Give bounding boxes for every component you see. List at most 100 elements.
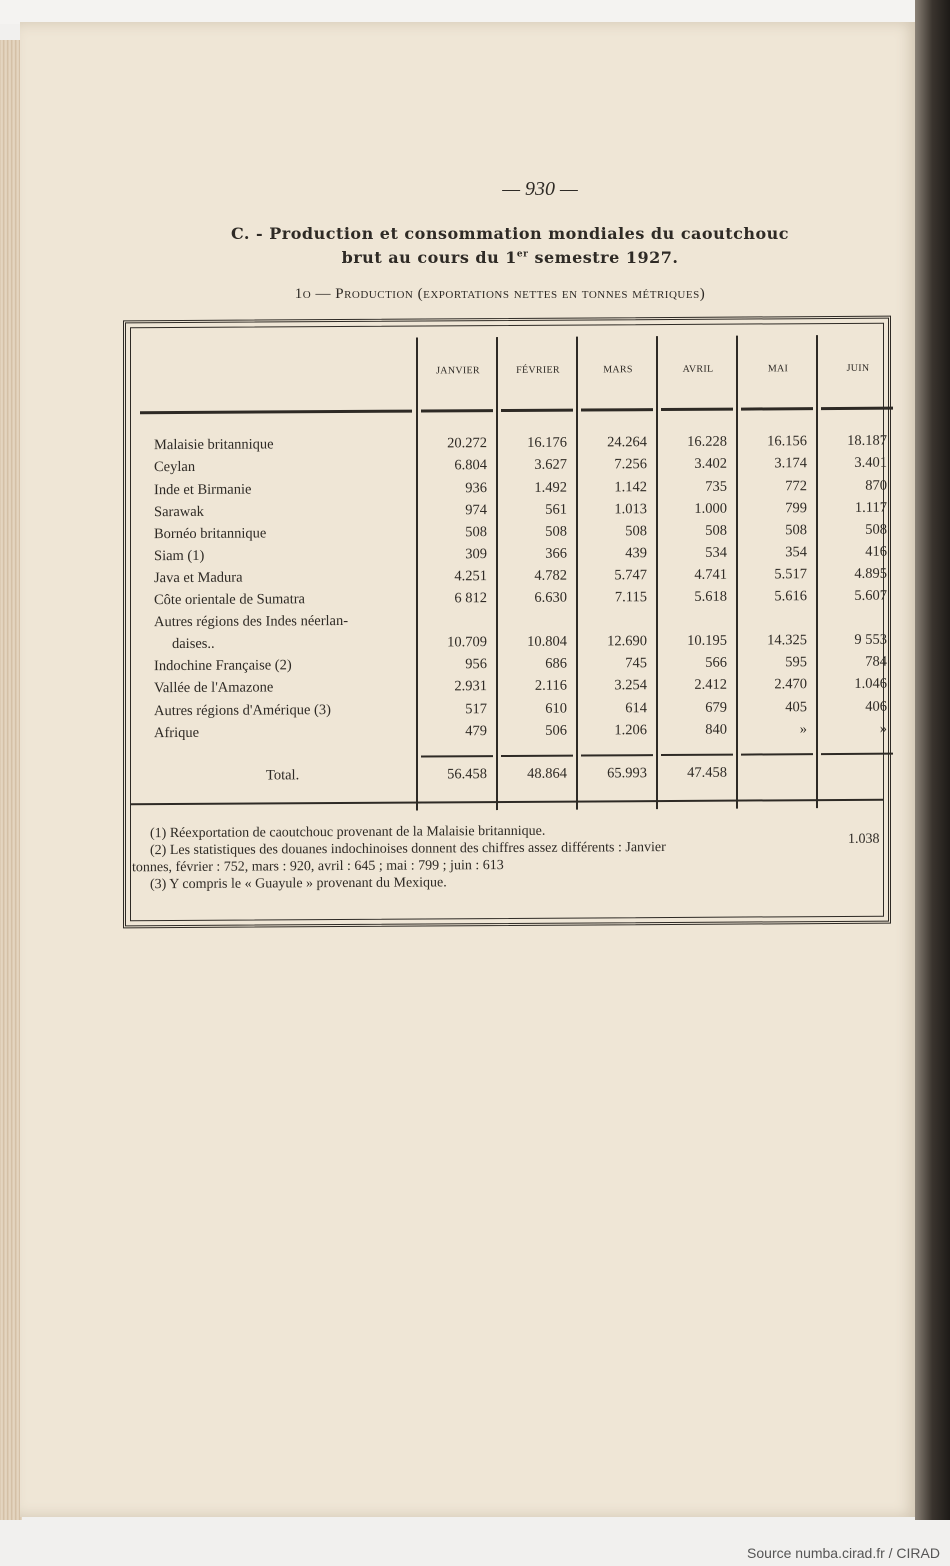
footnote-2: (2) Les statistiques des douanes indochi…: [150, 840, 666, 859]
header-rule: [821, 406, 893, 411]
cell-avril: 566: [705, 654, 727, 671]
cell-mai: 595: [785, 654, 807, 671]
cell-juin: 406: [865, 698, 887, 715]
cell-juin: 508: [865, 521, 887, 538]
cell-février: 508: [545, 523, 567, 540]
cell-janvier: 508: [465, 524, 487, 541]
footnote-2-value: 1.038: [848, 831, 880, 847]
cell-mars: 1.206: [614, 722, 647, 739]
cell-février: 561: [545, 501, 567, 518]
column-header-janvier: JANVIER: [436, 365, 480, 377]
cell-février: 610: [545, 700, 567, 717]
cell-juin: 18.187: [847, 432, 887, 449]
cell-février: 506: [545, 722, 567, 739]
cell-janvier: 10.709: [447, 634, 487, 651]
row-label: Afrique: [154, 724, 200, 742]
cell-février: 1.492: [534, 479, 567, 496]
cell-juin: 1.117: [854, 499, 887, 516]
leader-dots: [272, 522, 410, 544]
header-rule: [741, 407, 813, 411]
cell-mai: 3.174: [774, 455, 807, 472]
book-edge: [0, 40, 22, 1520]
header-rule: [421, 409, 493, 413]
cell-avril: 4.741: [694, 566, 727, 583]
cell-février: 6.630: [534, 589, 567, 606]
cell-mai: 354: [785, 544, 807, 561]
row-label-continued: daises..: [172, 635, 215, 653]
total-juin: [811, 762, 887, 782]
cell-mai: 5.517: [774, 566, 807, 583]
column-header-juin: JUIN: [846, 362, 870, 374]
source-caption: Source numba.cirad.fr / CIRAD: [747, 1545, 940, 1561]
header-rule: [581, 408, 653, 412]
cell-mars: 439: [625, 545, 647, 562]
row-label: Côte orientale de Sumatra: [154, 591, 305, 609]
cell-mars: 5.747: [614, 567, 647, 584]
cell-février: 686: [545, 655, 567, 672]
row-label-row: Autres régions d'Amérique (3): [154, 699, 410, 722]
total-label-row: Total.: [266, 764, 410, 786]
scan-background: [0, 0, 915, 24]
row-label: Java et Madura: [154, 569, 243, 587]
production-table: (1) Réexportation de caoutchouc provenan…: [123, 315, 893, 929]
row-label-row: Inde et Birmanie: [154, 478, 410, 501]
row-label: Vallée de l'Amazone: [154, 679, 274, 697]
cell-janvier: 20.272: [447, 435, 487, 452]
cell-mars: 1.142: [614, 479, 647, 496]
cell-mars: 12.690: [607, 633, 647, 650]
row-label-row: Afrique: [154, 721, 410, 744]
cell-mars: 745: [625, 655, 647, 672]
cell-mai: 508: [785, 522, 807, 539]
row-label: Ceylan: [154, 458, 196, 476]
cell-janvier: 309: [465, 546, 487, 563]
cell-mai: 14.325: [767, 632, 807, 649]
cell-juin: 5.607: [854, 587, 887, 604]
cell-avril: 840: [705, 721, 727, 738]
cell-avril: 16.228: [687, 433, 727, 450]
title-line-1: C. - Production et consommation mondiale…: [230, 224, 790, 243]
cell-juin: 870: [865, 477, 887, 494]
cell-mars: 24.264: [607, 434, 647, 451]
cell-mars: 614: [625, 700, 647, 717]
header-rule: [501, 408, 573, 413]
cell-avril: 679: [705, 699, 727, 716]
row-label-row: Sarawak: [154, 500, 410, 523]
row-label-row: Bornéo britannique: [154, 522, 410, 545]
cell-juin: 3.401: [854, 454, 887, 471]
cell-janvier: 956: [465, 656, 487, 673]
cell-janvier: 2.931: [454, 678, 487, 695]
cell-mars: 3.254: [614, 677, 647, 694]
cell-avril: 5.618: [694, 588, 727, 605]
cell-janvier: 479: [465, 723, 487, 740]
row-label-continued-row: daises..: [172, 632, 410, 654]
cell-juin: 416: [865, 543, 887, 560]
leader-dots: [279, 433, 410, 455]
cell-janvier: 6 812: [454, 590, 487, 607]
cell-janvier: 6.804: [454, 457, 487, 474]
cell-juin: 9 553: [854, 631, 887, 648]
row-label: Bornéo britannique: [154, 525, 267, 543]
cell-mars: 1.013: [614, 501, 647, 518]
leader-dots: [257, 478, 410, 500]
cell-mai: 16.156: [767, 433, 807, 450]
row-label-row: Vallée de l'Amazone: [154, 676, 410, 699]
leader-dots: [201, 455, 410, 477]
cell-février: 366: [545, 545, 567, 562]
cell-avril: 1.000: [694, 500, 727, 517]
row-label: Sarawak: [154, 503, 204, 521]
cell-janvier: 4.251: [454, 568, 487, 585]
row-label-row: Côte orientale de Sumatra: [154, 588, 410, 611]
column-header-mai: MAI: [767, 363, 789, 375]
title-text-end: semestre 1927.: [528, 248, 679, 267]
cell-février: 16.176: [527, 434, 567, 451]
row-label-row: Ceylan: [154, 455, 410, 478]
cell-janvier: 974: [465, 502, 487, 519]
total-avril: 47.458: [687, 764, 727, 781]
cell-juin: 4.895: [854, 565, 887, 582]
title-superscript: er: [516, 249, 529, 260]
title-text: brut au cours du 1: [341, 248, 517, 267]
leader-dots: [297, 654, 410, 676]
cell-mars: 7.256: [614, 456, 647, 473]
document-page: [20, 22, 918, 1517]
book-spine: [915, 0, 950, 1520]
